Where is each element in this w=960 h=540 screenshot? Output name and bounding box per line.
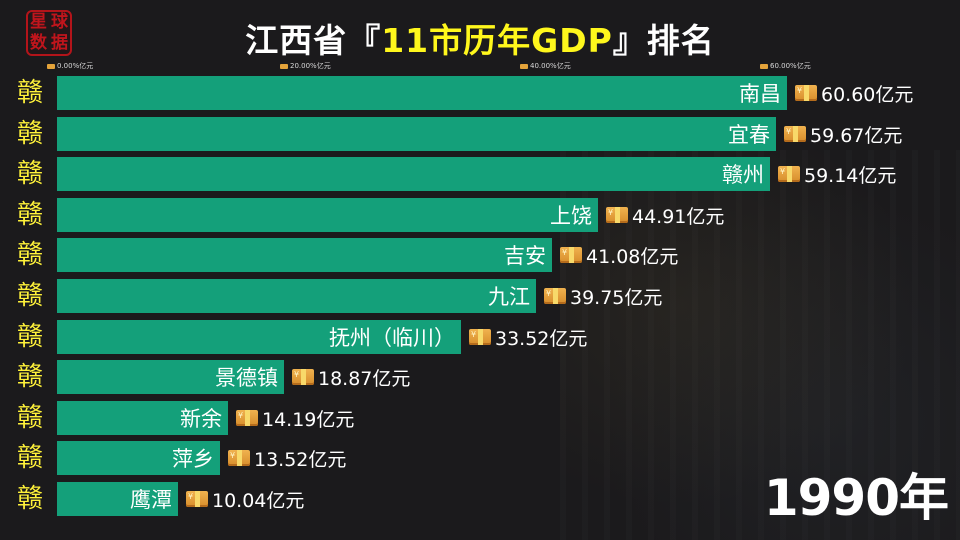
bar: 萍乡 — [57, 441, 220, 475]
bar-row: 赣 南昌 60.60亿元 — [0, 76, 960, 110]
money-icon — [778, 166, 800, 182]
logo-char: 球 — [51, 12, 68, 32]
value-text: 18.87亿元 — [318, 367, 411, 390]
value-label: 18.87亿元 — [292, 360, 410, 394]
bar: 上饶 — [57, 198, 598, 232]
value-text: 59.14亿元 — [804, 164, 897, 187]
axis-tick: 40.00%亿元 — [520, 61, 571, 71]
city-label: 赣州 — [722, 163, 764, 187]
value-label: 33.52亿元 — [469, 320, 587, 354]
bar: 九江 — [57, 279, 536, 313]
gan-badge: 赣 — [16, 362, 43, 392]
logo-char: 数 — [30, 33, 47, 53]
axis-tick-label: 0.00%亿元 — [57, 62, 94, 70]
money-icon — [292, 369, 314, 385]
bar: 赣州 — [57, 157, 770, 191]
value-text: 41.08亿元 — [586, 245, 679, 268]
money-icon — [236, 410, 258, 426]
value-label: 13.52亿元 — [228, 441, 346, 475]
logo-char: 星 — [30, 12, 47, 32]
value-label: 59.14亿元 — [778, 157, 896, 191]
value-label: 59.67亿元 — [784, 117, 902, 151]
bar-row: 赣 新余 14.19亿元 — [0, 401, 960, 435]
city-label: 萍乡 — [172, 447, 214, 471]
value-text: 33.52亿元 — [495, 327, 588, 350]
gan-badge: 赣 — [16, 281, 43, 311]
city-label: 南昌 — [739, 82, 781, 106]
value-label: 14.19亿元 — [236, 401, 354, 435]
city-label: 九江 — [488, 285, 530, 309]
value-text: 39.75亿元 — [570, 286, 663, 309]
bar: 吉安 — [57, 238, 552, 272]
money-icon — [469, 329, 491, 345]
bar: 景德镇 — [57, 360, 284, 394]
money-icon — [795, 85, 817, 101]
gan-badge: 赣 — [16, 78, 43, 108]
city-label: 宜春 — [728, 123, 770, 147]
logo-seal: 星 球 数 据 — [26, 10, 72, 56]
money-icon — [544, 288, 566, 304]
value-text: 14.19亿元 — [262, 408, 355, 431]
value-label: 39.75亿元 — [544, 279, 662, 313]
city-label: 鹰潭 — [130, 488, 172, 512]
axis-tick: 0.00%亿元 — [47, 61, 93, 71]
axis-tick-label: 40.00%亿元 — [530, 62, 571, 70]
logo-char: 据 — [51, 33, 68, 53]
chart-title: 江西省『11市历年GDP』排名 — [0, 14, 960, 62]
money-icon — [760, 63, 768, 69]
bar: 南昌 — [57, 76, 787, 110]
year-label: 1990年 — [763, 469, 949, 527]
money-icon — [228, 450, 250, 466]
bar-row: 赣 上饶 44.91亿元 — [0, 198, 960, 232]
title-suffix: 』排名 — [612, 21, 715, 60]
city-label: 景德镇 — [215, 366, 278, 390]
city-label: 新余 — [180, 407, 222, 431]
bar-row: 赣 九江 39.75亿元 — [0, 279, 960, 313]
money-icon — [186, 491, 208, 507]
gan-badge: 赣 — [16, 484, 43, 514]
value-text: 10.04亿元 — [212, 489, 305, 512]
gan-badge: 赣 — [16, 119, 43, 149]
gan-badge: 赣 — [16, 443, 43, 473]
gan-badge: 赣 — [16, 240, 43, 270]
value-text: 60.60亿元 — [821, 83, 914, 106]
money-icon — [560, 247, 582, 263]
value-text: 59.67亿元 — [810, 124, 903, 147]
bar: 宜春 — [57, 117, 776, 151]
bar-row: 赣 景德镇 18.87亿元 — [0, 360, 960, 394]
axis-tick: 20.00%亿元 — [280, 61, 331, 71]
money-icon — [520, 63, 528, 69]
value-text: 44.91亿元 — [632, 205, 725, 228]
bar: 新余 — [57, 401, 228, 435]
value-text: 13.52亿元 — [254, 448, 347, 471]
gan-badge: 赣 — [16, 159, 43, 189]
gan-badge: 赣 — [16, 403, 43, 433]
money-icon — [47, 63, 55, 69]
axis-tick: 60.00%亿元 — [760, 61, 811, 71]
money-icon — [606, 207, 628, 223]
value-label: 44.91亿元 — [606, 198, 724, 232]
city-label: 吉安 — [504, 244, 546, 268]
bar-row: 赣 鹰潭 10.04亿元 — [0, 482, 960, 516]
value-label: 10.04亿元 — [186, 482, 304, 516]
money-icon — [784, 126, 806, 142]
bar-row: 赣 宜春 59.67亿元 — [0, 117, 960, 151]
axis-tick-label: 20.00%亿元 — [290, 62, 331, 70]
bar: 抚州（临川） — [57, 320, 461, 354]
city-label: 抚州（临川） — [329, 326, 455, 350]
city-label: 上饶 — [550, 204, 592, 228]
title-prefix: 江西省『 — [245, 21, 382, 60]
bar-row: 赣 吉安 41.08亿元 — [0, 238, 960, 272]
title-highlight: 11市历年GDP — [381, 21, 613, 60]
gan-badge: 赣 — [16, 200, 43, 230]
money-icon — [280, 63, 288, 69]
axis-tick-label: 60.00%亿元 — [770, 62, 811, 70]
bar: 鹰潭 — [57, 482, 178, 516]
bar-row: 赣 萍乡 13.52亿元 — [0, 441, 960, 475]
value-label: 41.08亿元 — [560, 238, 678, 272]
bar-row: 赣 赣州 59.14亿元 — [0, 157, 960, 191]
gan-badge: 赣 — [16, 322, 43, 352]
value-label: 60.60亿元 — [795, 76, 913, 110]
bar-row: 赣 抚州（临川） 33.52亿元 — [0, 320, 960, 354]
